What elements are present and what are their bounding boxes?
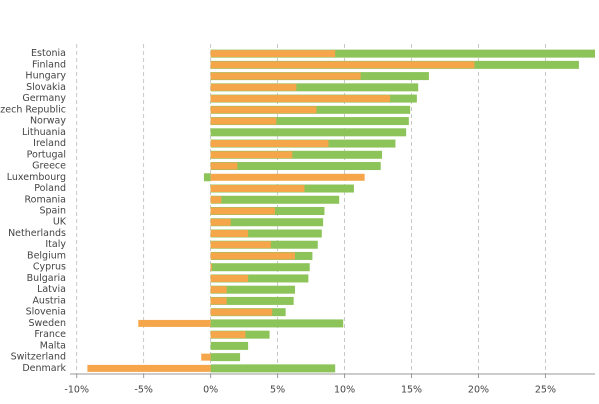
y-tick-label: Austria <box>32 295 66 306</box>
y-tick-label: Cyprus <box>33 262 66 273</box>
y-tick-label: Luxembourg <box>7 172 66 183</box>
bar <box>210 151 293 159</box>
y-tick-label: Germany <box>22 93 66 104</box>
bar <box>210 296 294 305</box>
y-tick-label: Sweden <box>28 318 66 329</box>
y-tick-label: France <box>34 329 66 340</box>
y-tick-label: Belgium <box>27 250 66 261</box>
x-tick-label: -10% <box>64 385 89 396</box>
bar <box>210 319 344 328</box>
bar <box>210 241 271 249</box>
x-tick-label: 10% <box>334 385 355 396</box>
y-tick-label: Estonia <box>31 48 66 59</box>
bar <box>210 229 322 238</box>
bar <box>203 173 211 182</box>
y-tick-label: Hungary <box>25 71 66 82</box>
bar <box>210 353 241 362</box>
y-tick-label: Malta <box>40 340 66 351</box>
y-tick-label: Bulgaria <box>27 273 66 284</box>
bar <box>210 173 365 181</box>
bar <box>210 49 595 58</box>
bar <box>87 364 211 372</box>
bar <box>201 353 211 361</box>
y-tick-label: Slovakia <box>26 82 66 93</box>
y-tick-label: Slovenia <box>26 307 66 318</box>
y-tick-label: Spain <box>39 206 66 217</box>
bar <box>210 341 249 350</box>
bar <box>210 106 317 114</box>
bar <box>138 319 211 327</box>
bar <box>210 331 246 339</box>
bar <box>210 218 231 226</box>
y-tick-label: Portugal <box>27 149 66 160</box>
bar <box>210 195 340 204</box>
bar <box>210 95 391 103</box>
y-tick-label: Latvia <box>37 284 66 295</box>
bar <box>210 196 222 204</box>
bar <box>210 263 310 272</box>
bar <box>210 297 227 305</box>
y-tick-label: Ireland <box>33 138 66 149</box>
bar <box>210 117 277 125</box>
bar <box>210 185 305 193</box>
y-tick-label: Switzerland <box>11 352 66 363</box>
bar <box>210 128 407 137</box>
bar <box>210 229 249 237</box>
x-tick-label: 0% <box>203 385 218 396</box>
bar <box>210 162 381 171</box>
x-tick-label: 20% <box>468 385 489 396</box>
y-tick-label: Romania <box>24 194 66 205</box>
bar <box>210 274 249 282</box>
y-tick-label: Poland <box>34 183 66 194</box>
x-tick-label: 5% <box>270 385 285 396</box>
y-tick-label: Italy <box>45 239 66 250</box>
bar <box>210 285 295 294</box>
y-tick-label: Finland <box>32 59 66 70</box>
bar <box>210 218 324 227</box>
y-tick-label: Czech Republic <box>0 104 66 115</box>
bar <box>210 207 275 215</box>
y-tick-label: UK <box>53 217 67 228</box>
bar <box>210 72 361 80</box>
bar <box>210 150 383 159</box>
x-tick-label: 25% <box>535 385 556 396</box>
bar <box>210 263 212 271</box>
bar <box>210 308 273 316</box>
bar <box>210 83 419 92</box>
bar <box>210 274 309 283</box>
y-tick-label: Denmark <box>22 363 66 374</box>
y-tick-label: Greece <box>32 161 66 172</box>
bar <box>210 61 475 69</box>
y-tick-label: Lithuania <box>22 127 66 138</box>
y-tick-label: Norway <box>30 116 66 127</box>
bar <box>210 286 227 294</box>
bar <box>210 50 336 58</box>
bar <box>210 117 409 126</box>
bar <box>210 162 238 170</box>
bar <box>210 83 297 91</box>
bar <box>210 140 329 148</box>
bar <box>210 252 295 260</box>
x-tick-label: 15% <box>401 385 422 396</box>
y-tick-label: Netherlands <box>8 228 66 239</box>
x-tick-label: -5% <box>134 385 153 396</box>
bar <box>210 364 336 373</box>
